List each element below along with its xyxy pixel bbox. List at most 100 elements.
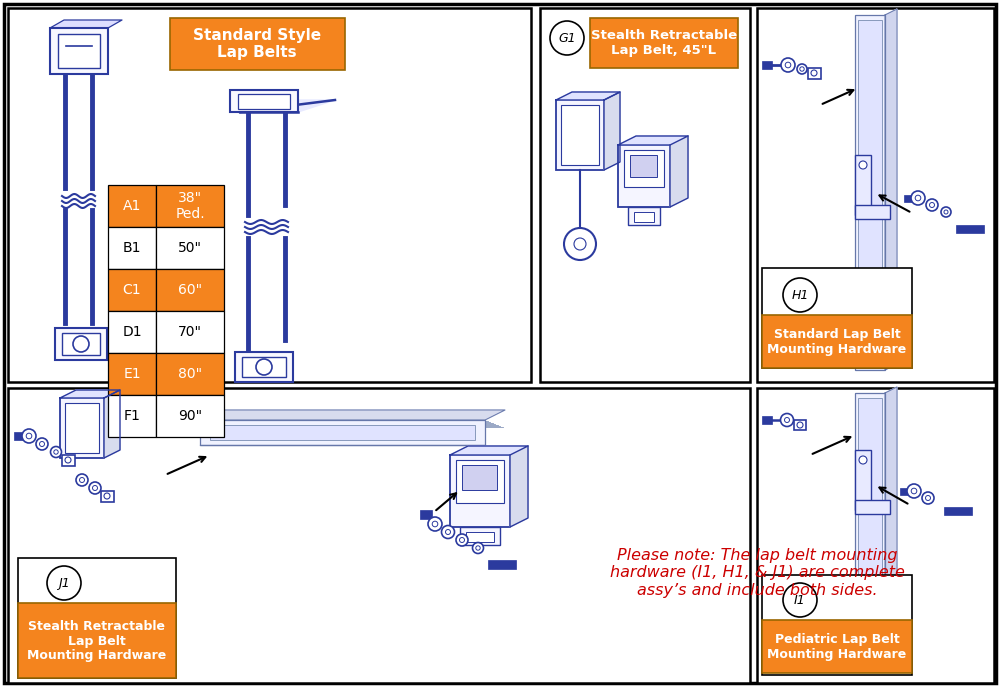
Circle shape [811,70,817,76]
Bar [460,527,500,545]
Circle shape [476,545,480,550]
Text: E1: E1 [123,367,141,381]
Circle shape [26,433,32,439]
Circle shape [915,195,921,201]
Bar [462,465,497,491]
Bar [618,145,670,207]
Bar [762,416,772,424]
Polygon shape [60,390,120,398]
Polygon shape [200,410,505,420]
Bar [58,34,100,68]
Text: F1: F1 [124,409,140,423]
Circle shape [780,414,794,427]
Circle shape [911,191,925,205]
Bar [561,105,599,165]
Polygon shape [885,9,897,370]
Text: G1: G1 [558,32,576,45]
Circle shape [907,484,921,498]
Bar [808,67,820,78]
Bar [8,388,750,683]
Bar [556,100,604,170]
Text: 90": 90" [178,409,202,423]
Polygon shape [104,390,120,458]
Circle shape [432,521,438,527]
Circle shape [550,21,584,55]
Bar [55,328,107,360]
Polygon shape [885,387,897,628]
Bar [628,207,660,225]
Text: Standard Style
Lap Belts: Standard Style Lap Belts [193,27,321,60]
Circle shape [930,203,934,207]
Bar [200,420,485,445]
Bar [18,603,176,678]
Bar [624,150,664,187]
Bar [108,353,156,395]
Bar [956,225,984,233]
Bar [450,455,510,527]
Bar [18,558,176,678]
Bar [757,388,994,683]
Text: 60": 60" [178,283,202,297]
Circle shape [80,477,84,482]
Circle shape [89,482,101,494]
Text: Pediatric Lap Belt
Mounting Hardware: Pediatric Lap Belt Mounting Hardware [767,633,907,661]
Bar [794,420,806,430]
Bar [762,268,912,368]
Text: 80": 80" [178,367,202,381]
Bar [14,432,24,440]
Bar [50,28,108,74]
Bar [62,455,74,466]
Bar [757,8,994,382]
Bar [230,90,298,112]
Text: C1: C1 [123,283,141,297]
Circle shape [36,438,48,450]
Bar [156,311,224,353]
Text: Stealth Retractable
Lap Belt
Mounting Hardware: Stealth Retractable Lap Belt Mounting Ha… [27,620,167,662]
Circle shape [473,543,484,554]
Bar [855,205,890,219]
Circle shape [104,493,110,499]
Bar [156,269,224,311]
Text: J1: J1 [58,576,70,589]
Polygon shape [510,446,528,527]
Circle shape [73,336,89,352]
Bar [762,620,912,673]
Bar [858,398,882,623]
Bar [108,395,156,437]
Bar [65,403,99,453]
Circle shape [442,526,454,539]
Circle shape [92,486,98,491]
Circle shape [54,450,58,454]
Bar [762,61,772,69]
Circle shape [783,278,817,312]
Bar [634,212,654,222]
Circle shape [926,199,938,211]
Text: Stealth Retractable
Lap Belt, 45"L: Stealth Retractable Lap Belt, 45"L [591,29,737,57]
Bar [100,491,114,502]
Circle shape [926,495,930,501]
Circle shape [65,457,71,463]
Bar [108,227,156,269]
Circle shape [574,238,586,250]
Polygon shape [556,92,620,100]
Bar [855,155,871,215]
Text: H1: H1 [791,289,809,302]
Text: 50": 50" [178,241,202,255]
Circle shape [922,492,934,504]
Text: Standard Lap Belt
Mounting Hardware: Standard Lap Belt Mounting Hardware [767,328,907,356]
Circle shape [76,474,88,486]
Bar [900,488,910,495]
Bar [156,227,224,269]
Bar [466,532,494,542]
Bar [108,311,156,353]
Bar [156,353,224,395]
Circle shape [47,566,81,600]
Bar [60,398,104,458]
Circle shape [859,456,867,464]
Circle shape [785,63,791,68]
Text: Please note: The lap belt mounting
hardware (I1, H1, & J1) are complete
assy’s a: Please note: The lap belt mounting hardw… [610,548,904,598]
Bar [156,395,224,437]
Circle shape [797,422,803,428]
Circle shape [859,161,867,169]
Bar [108,185,156,227]
